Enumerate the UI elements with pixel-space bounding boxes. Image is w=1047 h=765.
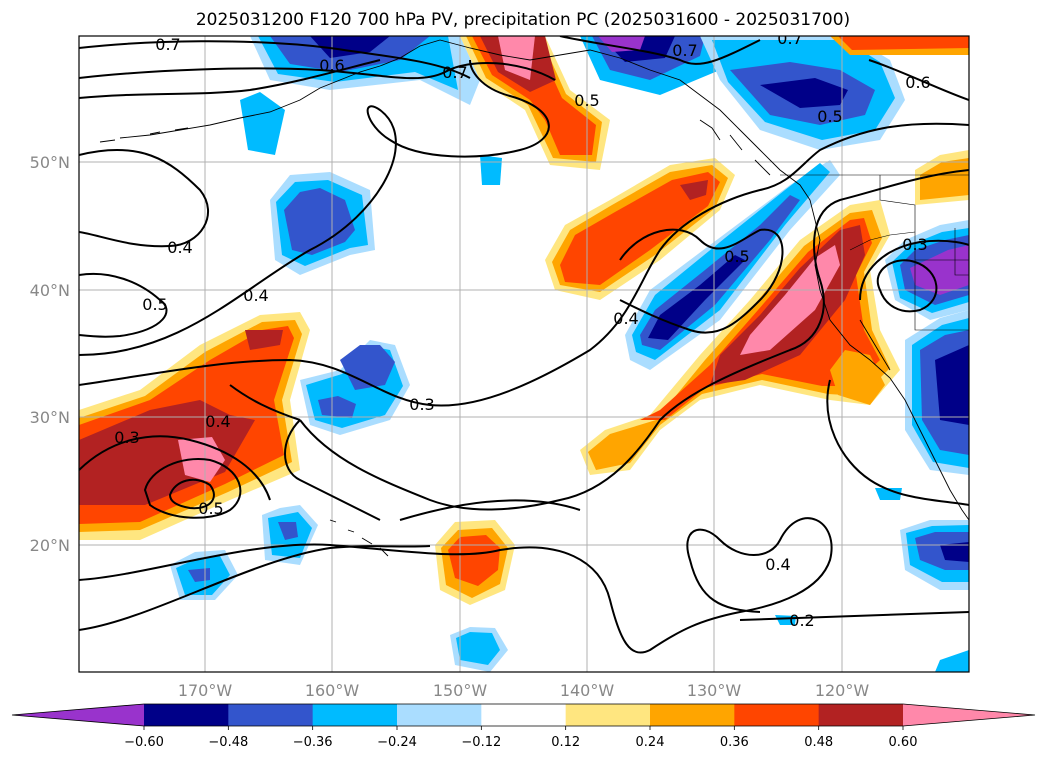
contour-label: 0.4 xyxy=(167,238,192,257)
colorbar-extend-low xyxy=(12,704,144,726)
contour-label: 0.4 xyxy=(613,309,638,328)
lat-label: 30°N xyxy=(30,408,70,427)
contour-label: 0.2 xyxy=(789,611,814,630)
colorbar: −0.60 −0.48 −0.36 −0.24 −0.12 0.12 0.24 0.36 0.4… xyxy=(11,703,1036,750)
colorbar-tick-label: 0.12 xyxy=(551,735,580,750)
contour-label: 0.5 xyxy=(724,247,749,266)
lat-label: 50°N xyxy=(30,153,70,172)
negative-region-central-pacific xyxy=(170,155,902,672)
negative-region-bc-coast xyxy=(700,36,905,150)
lon-label: 170°W xyxy=(178,681,233,700)
negative-band-offshore xyxy=(625,160,840,370)
contour-label: 0.7 xyxy=(442,63,467,82)
colorbar-swatch xyxy=(228,704,314,726)
precipitation-anomaly-fields xyxy=(79,36,969,672)
negative-region-east xyxy=(885,220,969,672)
colorbar-tick-label: −0.48 xyxy=(208,735,248,750)
contour-label: 0.3 xyxy=(409,395,434,414)
contour-label: 0.7 xyxy=(155,35,180,54)
lat-label: 40°N xyxy=(30,281,70,300)
colorbar-swatch xyxy=(650,704,735,726)
contour-label: 0.5 xyxy=(574,91,599,110)
gridlines xyxy=(79,36,969,672)
colorbar-tick-label: 0.36 xyxy=(720,735,749,750)
coastlines xyxy=(99,39,969,557)
map-frame xyxy=(78,35,970,673)
contour-label: 0.5 xyxy=(817,107,842,126)
colorbar-swatch xyxy=(397,704,482,726)
lat-label: 20°N xyxy=(30,536,70,555)
contour-label: 0.7 xyxy=(777,29,802,48)
colorbar-swatch xyxy=(312,704,398,726)
lon-label: 130°W xyxy=(687,681,742,700)
contour-label: 0.5 xyxy=(142,295,167,314)
colorbar-swatch xyxy=(734,704,820,726)
lon-label: 150°W xyxy=(433,681,488,700)
colorbar-swatch xyxy=(481,704,567,726)
positive-band-coastal xyxy=(580,150,969,475)
positive-region-hawaii xyxy=(435,520,515,605)
colorbar-swatch xyxy=(565,704,651,726)
lon-label: 140°W xyxy=(560,681,615,700)
contour-label: 0.3 xyxy=(902,235,927,254)
colorbar-tick-label: −0.12 xyxy=(461,735,501,750)
contour-label: 0.6 xyxy=(905,73,930,92)
colorbar-swatch xyxy=(144,704,229,726)
colorbar-tick-label: 0.60 xyxy=(889,735,918,750)
contour-label: 0.5 xyxy=(198,499,223,518)
colorbar-tick-label: −0.36 xyxy=(293,735,333,750)
figure-title: 2025031200 F120 700 hPa PV, precipitatio… xyxy=(196,10,850,30)
colorbar-swatch xyxy=(818,704,904,726)
pv-contours xyxy=(79,36,969,654)
colorbar-tick-label: −0.60 xyxy=(124,735,164,750)
contour-label: 0.3 xyxy=(114,428,139,447)
contour-labels: 0.7 0.6 0.7 0.5 0.7 0.7 0.6 0.5 0.4 0.4 … xyxy=(114,29,930,630)
lon-label: 120°W xyxy=(815,681,870,700)
colorbar-extend-high xyxy=(903,704,1035,726)
latitude-labels: 50°N 40°N 30°N 20°N xyxy=(30,153,70,555)
positive-region-gulf-alaska xyxy=(460,36,969,170)
colorbar-tick-label: 0.48 xyxy=(804,735,833,750)
colorbar-tick-label: −0.24 xyxy=(377,735,417,750)
contour-label: 0.7 xyxy=(672,41,697,60)
map-area: 0.7 0.6 0.7 0.5 0.7 0.7 0.6 0.5 0.4 0.4 … xyxy=(79,29,969,672)
positive-region-north-central xyxy=(545,158,735,300)
colorbar-tick-label: 0.24 xyxy=(636,735,665,750)
contour-label: 0.6 xyxy=(319,56,344,75)
contour-label: 0.4 xyxy=(205,412,230,431)
contour-label: 0.4 xyxy=(243,286,268,305)
longitude-labels: 170°W 160°W 150°W 140°W 130°W 120°W xyxy=(178,681,870,700)
contour-label: 0.4 xyxy=(765,555,790,574)
lon-label: 160°W xyxy=(305,681,360,700)
